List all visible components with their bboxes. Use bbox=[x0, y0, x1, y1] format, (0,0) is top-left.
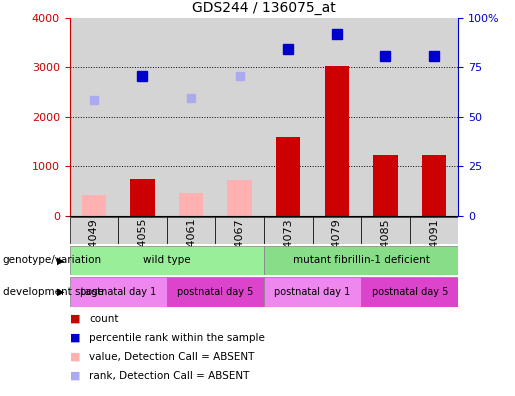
Bar bbox=[118, 18, 167, 216]
Text: ▶: ▶ bbox=[57, 287, 64, 297]
Bar bbox=[264, 18, 313, 216]
Text: GSM4061: GSM4061 bbox=[186, 218, 196, 272]
FancyBboxPatch shape bbox=[215, 217, 264, 244]
FancyBboxPatch shape bbox=[70, 217, 118, 244]
FancyBboxPatch shape bbox=[410, 217, 458, 244]
Bar bbox=[410, 18, 458, 216]
Bar bbox=[82, 194, 106, 216]
Bar bbox=[373, 155, 398, 216]
Title: GDS244 / 136075_at: GDS244 / 136075_at bbox=[192, 2, 336, 15]
Text: ■: ■ bbox=[70, 352, 80, 362]
Bar bbox=[276, 137, 300, 216]
Text: GSM4091: GSM4091 bbox=[429, 218, 439, 272]
FancyBboxPatch shape bbox=[264, 217, 313, 244]
Bar bbox=[215, 18, 264, 216]
Bar bbox=[324, 66, 349, 216]
Text: ■: ■ bbox=[70, 371, 80, 381]
Text: genotype/variation: genotype/variation bbox=[3, 255, 101, 265]
Text: GSM4085: GSM4085 bbox=[381, 218, 390, 272]
Text: wild type: wild type bbox=[143, 255, 191, 265]
Text: mutant fibrillin-1 deficient: mutant fibrillin-1 deficient bbox=[293, 255, 430, 265]
Bar bbox=[130, 179, 154, 216]
Bar bbox=[70, 18, 118, 216]
Bar bbox=[228, 180, 252, 216]
Text: GSM4079: GSM4079 bbox=[332, 218, 342, 272]
FancyBboxPatch shape bbox=[167, 277, 264, 307]
Text: postnatal day 5: postnatal day 5 bbox=[177, 287, 253, 297]
Text: postnatal day 1: postnatal day 1 bbox=[80, 287, 156, 297]
Text: percentile rank within the sample: percentile rank within the sample bbox=[89, 333, 265, 343]
Text: count: count bbox=[89, 314, 118, 324]
Text: GSM4067: GSM4067 bbox=[235, 218, 245, 272]
FancyBboxPatch shape bbox=[361, 217, 410, 244]
Text: development stage: development stage bbox=[3, 287, 104, 297]
FancyBboxPatch shape bbox=[361, 277, 458, 307]
Text: GSM4049: GSM4049 bbox=[89, 218, 99, 272]
Bar bbox=[167, 18, 215, 216]
FancyBboxPatch shape bbox=[264, 277, 361, 307]
Text: ■: ■ bbox=[70, 314, 80, 324]
Text: value, Detection Call = ABSENT: value, Detection Call = ABSENT bbox=[89, 352, 254, 362]
FancyBboxPatch shape bbox=[118, 217, 167, 244]
Text: postnatal day 5: postnatal day 5 bbox=[371, 287, 448, 297]
FancyBboxPatch shape bbox=[313, 217, 361, 244]
Text: rank, Detection Call = ABSENT: rank, Detection Call = ABSENT bbox=[89, 371, 249, 381]
Bar bbox=[313, 18, 361, 216]
Text: GSM4073: GSM4073 bbox=[283, 218, 293, 272]
FancyBboxPatch shape bbox=[70, 246, 264, 275]
Text: GSM4055: GSM4055 bbox=[138, 218, 147, 272]
Text: ■: ■ bbox=[70, 333, 80, 343]
FancyBboxPatch shape bbox=[70, 277, 167, 307]
FancyBboxPatch shape bbox=[264, 246, 458, 275]
FancyBboxPatch shape bbox=[167, 217, 215, 244]
Bar bbox=[179, 193, 203, 216]
Text: ▶: ▶ bbox=[57, 255, 64, 265]
Text: postnatal day 1: postnatal day 1 bbox=[274, 287, 351, 297]
Bar bbox=[361, 18, 410, 216]
Bar bbox=[422, 155, 446, 216]
